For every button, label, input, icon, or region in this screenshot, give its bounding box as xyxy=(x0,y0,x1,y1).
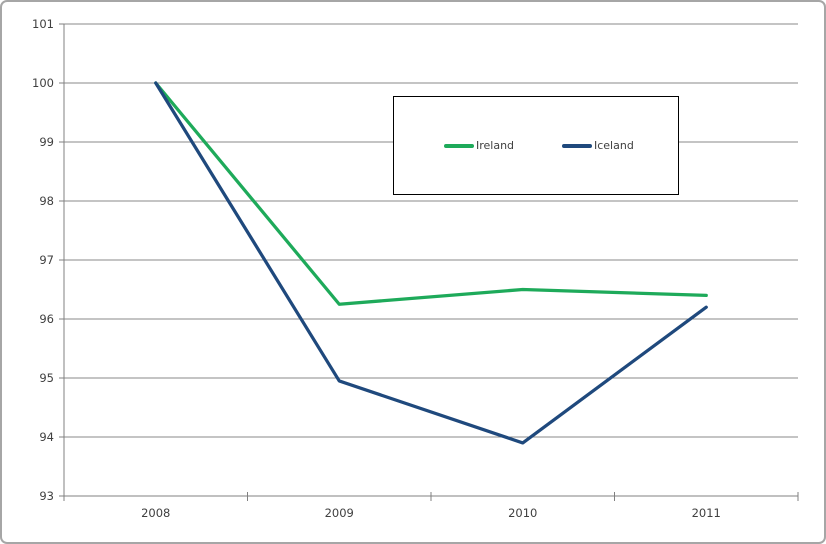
y-tick-label-99: 99 xyxy=(39,135,54,149)
y-tick-label-97: 97 xyxy=(39,253,54,267)
legend-item-ireland: Ireland xyxy=(444,139,514,153)
legend-label-iceland: Iceland xyxy=(594,139,634,152)
x-tick-label-2009: 2009 xyxy=(325,506,354,520)
y-tick-label-100: 100 xyxy=(32,76,54,90)
legend-label-ireland: Ireland xyxy=(476,139,515,152)
y-tick-label-96: 96 xyxy=(39,312,54,326)
legend-line-sample-ireland xyxy=(444,144,474,148)
x-tick-label-2011: 2011 xyxy=(692,506,721,520)
y-tick-label-101: 101 xyxy=(32,17,54,31)
y-tick-label-98: 98 xyxy=(39,194,54,208)
x-tick-label-2008: 2008 xyxy=(141,506,170,520)
x-tick-label-2010: 2010 xyxy=(508,506,537,520)
chart-legend: Ireland Iceland xyxy=(393,96,679,195)
series-line-ireland xyxy=(154,81,708,306)
legend-item-iceland: Iceland xyxy=(562,139,634,153)
legend-line-sample-iceland xyxy=(562,144,592,148)
y-tick-label-93: 93 xyxy=(39,489,54,503)
y-tick-label-95: 95 xyxy=(39,371,54,385)
y-tick-label-94: 94 xyxy=(39,430,54,444)
series-line-iceland xyxy=(154,81,708,445)
